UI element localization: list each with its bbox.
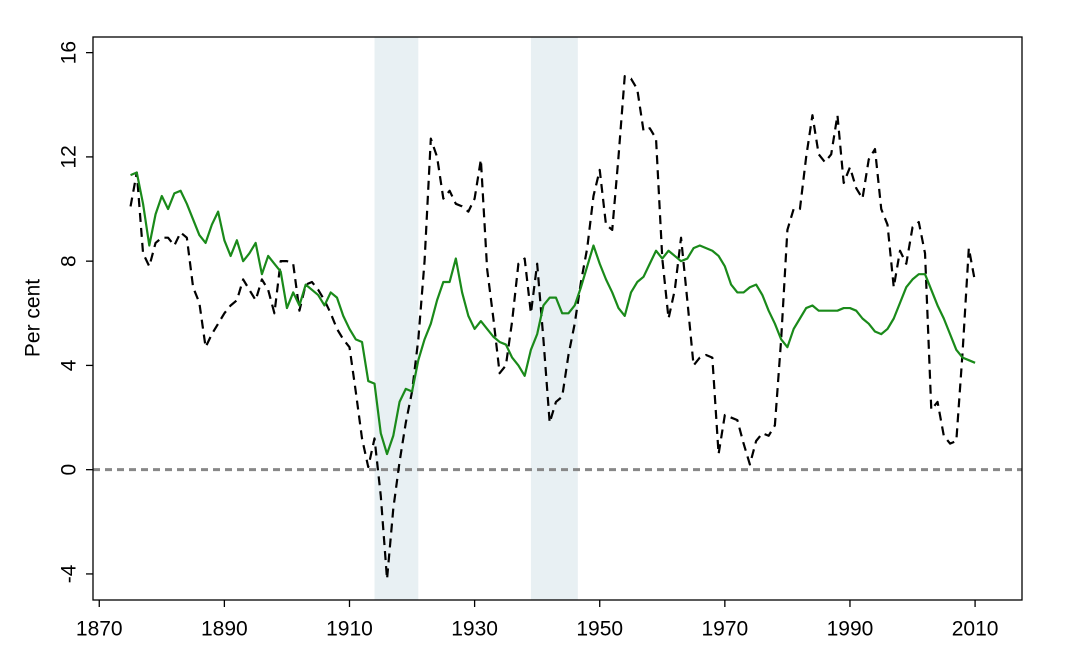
x-tick-label: 1890 <box>201 618 248 641</box>
y-tick-label: -4 <box>58 564 81 583</box>
y-tick-label: 4 <box>58 359 81 371</box>
x-tick-label: 1870 <box>76 618 123 641</box>
series-line <box>129 75 977 581</box>
y-tick-label: 0 <box>58 464 81 476</box>
shaded-region <box>530 37 578 600</box>
y-axis-label: Per cent <box>22 279 45 357</box>
x-tick-label: 1970 <box>701 618 748 641</box>
y-tick-label: 12 <box>58 145 81 168</box>
y-tick-label: 16 <box>58 41 81 64</box>
x-tick-label: 1990 <box>827 618 874 641</box>
x-tick-label: 1950 <box>576 618 623 641</box>
series-line <box>130 171 976 456</box>
x-tick-label: 2010 <box>952 618 999 641</box>
y-tick-label: 8 <box>58 255 81 267</box>
plot-frame <box>92 36 1023 601</box>
x-tick-label: 1910 <box>326 618 373 641</box>
x-tick-label: 1930 <box>451 618 498 641</box>
shaded-region <box>374 37 419 600</box>
